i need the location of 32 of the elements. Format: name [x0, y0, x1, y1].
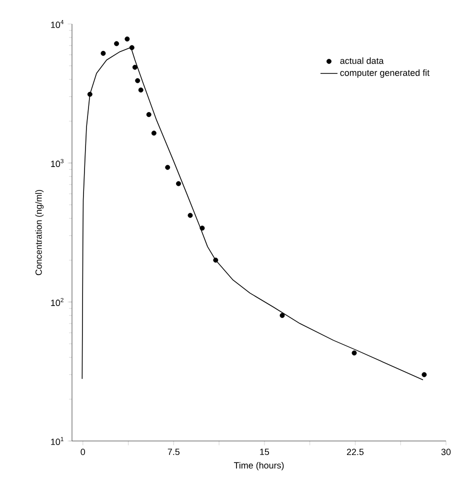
x-tick-label: 30: [441, 448, 451, 456]
point: [146, 112, 152, 118]
point: [352, 350, 357, 356]
x-tick-label: 7.5: [168, 448, 180, 456]
point: [135, 78, 140, 84]
legend-label: computer generated fit: [340, 69, 430, 78]
y-tick-label: 10$^{1}$: [51, 436, 64, 445]
point: [132, 64, 138, 70]
point: [280, 312, 285, 318]
y-axis-title: Concentration (ng/ml): [35, 190, 44, 276]
point: [176, 181, 181, 186]
y-tick-label: 10$^{2}$: [51, 298, 64, 306]
line-series: [82, 46, 424, 380]
x-tick-label: 22.5: [346, 448, 364, 456]
point: [129, 45, 134, 50]
point: [213, 258, 218, 263]
point: [200, 226, 205, 231]
x-axis-title: Time (hours): [234, 462, 284, 470]
point: [114, 41, 120, 46]
point: [138, 88, 144, 93]
x-tick-label: 15: [260, 448, 270, 456]
point: [124, 36, 130, 42]
y-tick-label: 10$^{3}$: [51, 158, 64, 168]
point: [151, 130, 156, 136]
legend-label: actual data: [340, 57, 384, 64]
point: [100, 50, 106, 56]
point: [87, 92, 92, 97]
point: [165, 164, 170, 170]
point: [422, 372, 427, 378]
x-tick-label: 0: [80, 448, 86, 456]
point: [188, 212, 193, 218]
y-tick-label: 10$^{4}$: [51, 20, 64, 28]
